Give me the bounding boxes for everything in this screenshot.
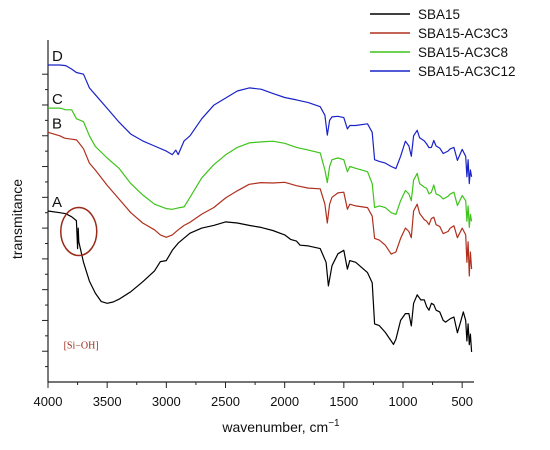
x-axis-title-superscript: −1	[328, 418, 340, 429]
si-oh-annotation-label: [Si−OH]	[64, 340, 99, 351]
series-line-sba15-ac3c3	[47, 131, 473, 277]
curve-label-a: A	[52, 194, 62, 211]
x-axis-title: wavenumber, cm−1	[221, 418, 340, 435]
x-tick-label: 1500	[329, 394, 358, 409]
x-tick-label: 2500	[211, 394, 240, 409]
curve-label-d: D	[52, 48, 63, 65]
series-line-sba15-ac3c12	[48, 64, 473, 185]
si-oh-circle-annotation	[60, 206, 98, 257]
x-tick-label: 4000	[34, 394, 63, 409]
legend-label-sba15: SBA15	[418, 7, 460, 22]
x-tick-label: 3500	[93, 394, 122, 409]
legend-label-sba15-ac3c3: SBA15-AC3C3	[418, 26, 508, 41]
x-tick-label: 500	[451, 394, 473, 409]
curve-label-c: C	[52, 91, 63, 108]
series-line-sba15	[47, 210, 473, 352]
x-tick-label: 3000	[152, 394, 181, 409]
x-tick-label: 2000	[270, 394, 299, 409]
curve-label-b: B	[52, 115, 62, 132]
y-axis-title: transmitance	[9, 179, 25, 259]
x-tick-label: 1000	[389, 394, 418, 409]
legend-label-sba15-ac3c12: SBA15-AC3C12	[418, 64, 516, 79]
legend-label-sba15-ac3c8: SBA15-AC3C8	[418, 45, 508, 60]
series-line-sba15-ac3c8	[48, 107, 473, 228]
